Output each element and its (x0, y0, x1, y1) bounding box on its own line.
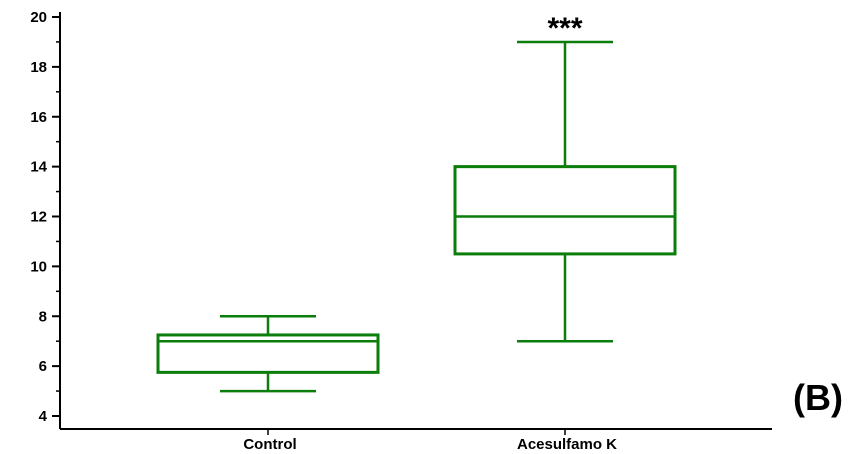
chart-labels: Control Acesulfamo K *** (243, 12, 617, 453)
y-tick-label: 4 (39, 408, 48, 425)
y-tick-label: 6 (39, 358, 47, 375)
y-tick-label: 16 (30, 109, 47, 126)
y-tick-label: 8 (39, 308, 47, 325)
x-category-label: Control (243, 436, 296, 453)
y-tick-label: 20 (30, 9, 47, 26)
chart-axes (59, 12, 772, 430)
y-tick-label: 18 (30, 59, 47, 76)
iqr-box (156, 333, 380, 374)
iqr-box (453, 165, 677, 256)
box-series (156, 40, 677, 393)
panel-label: (B) (793, 377, 843, 418)
y-axis-ticks: 4 6 8 10 12 14 16 18 20 (30, 9, 566, 435)
x-category-label: Acesulfamo K (517, 436, 617, 453)
y-tick-label: 12 (30, 209, 47, 226)
y-tick-label: 14 (30, 159, 47, 176)
y-tick-label: 10 (30, 258, 47, 275)
significance-label: *** (547, 12, 582, 45)
